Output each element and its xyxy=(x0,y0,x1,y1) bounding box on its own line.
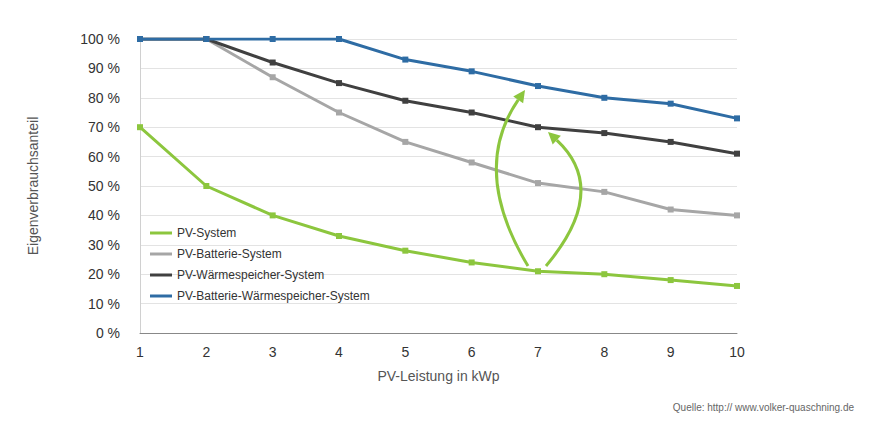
svg-text:1: 1 xyxy=(136,344,144,360)
svg-text:50 %: 50 % xyxy=(88,178,120,194)
svg-text:10: 10 xyxy=(729,344,745,360)
svg-text:60 %: 60 % xyxy=(88,149,120,165)
svg-text:70 %: 70 % xyxy=(88,119,120,135)
svg-text:PV-Leistung in kWp: PV-Leistung in kWp xyxy=(377,368,499,384)
svg-text:PV-Wärmespeicher-System: PV-Wärmespeicher-System xyxy=(177,268,324,282)
svg-text:40 %: 40 % xyxy=(88,207,120,223)
svg-text:5: 5 xyxy=(401,344,409,360)
svg-text:PV-Batterie-Wärmespeicher-Syst: PV-Batterie-Wärmespeicher-System xyxy=(177,289,370,303)
svg-text:4: 4 xyxy=(335,344,343,360)
svg-text:8: 8 xyxy=(600,344,608,360)
svg-text:6: 6 xyxy=(468,344,476,360)
svg-text:100 %: 100 % xyxy=(80,31,120,47)
svg-text:PV-Batterie-System: PV-Batterie-System xyxy=(177,247,282,261)
svg-text:20 %: 20 % xyxy=(88,266,120,282)
svg-text:7: 7 xyxy=(534,344,542,360)
svg-text:2: 2 xyxy=(202,344,210,360)
svg-text:3: 3 xyxy=(269,344,277,360)
svg-text:Eigenverbrauchsanteil: Eigenverbrauchsanteil xyxy=(25,117,41,256)
svg-text:80 %: 80 % xyxy=(88,90,120,106)
svg-text:10 %: 10 % xyxy=(88,296,120,312)
svg-text:PV-System: PV-System xyxy=(177,226,236,240)
svg-text:9: 9 xyxy=(667,344,675,360)
svg-text:0 %: 0 % xyxy=(96,325,120,341)
svg-text:90 %: 90 % xyxy=(88,60,120,76)
svg-text:30 %: 30 % xyxy=(88,237,120,253)
svg-text:Quelle: http:// www.volker-qua: Quelle: http:// www.volker-quaschning.de xyxy=(673,402,855,413)
